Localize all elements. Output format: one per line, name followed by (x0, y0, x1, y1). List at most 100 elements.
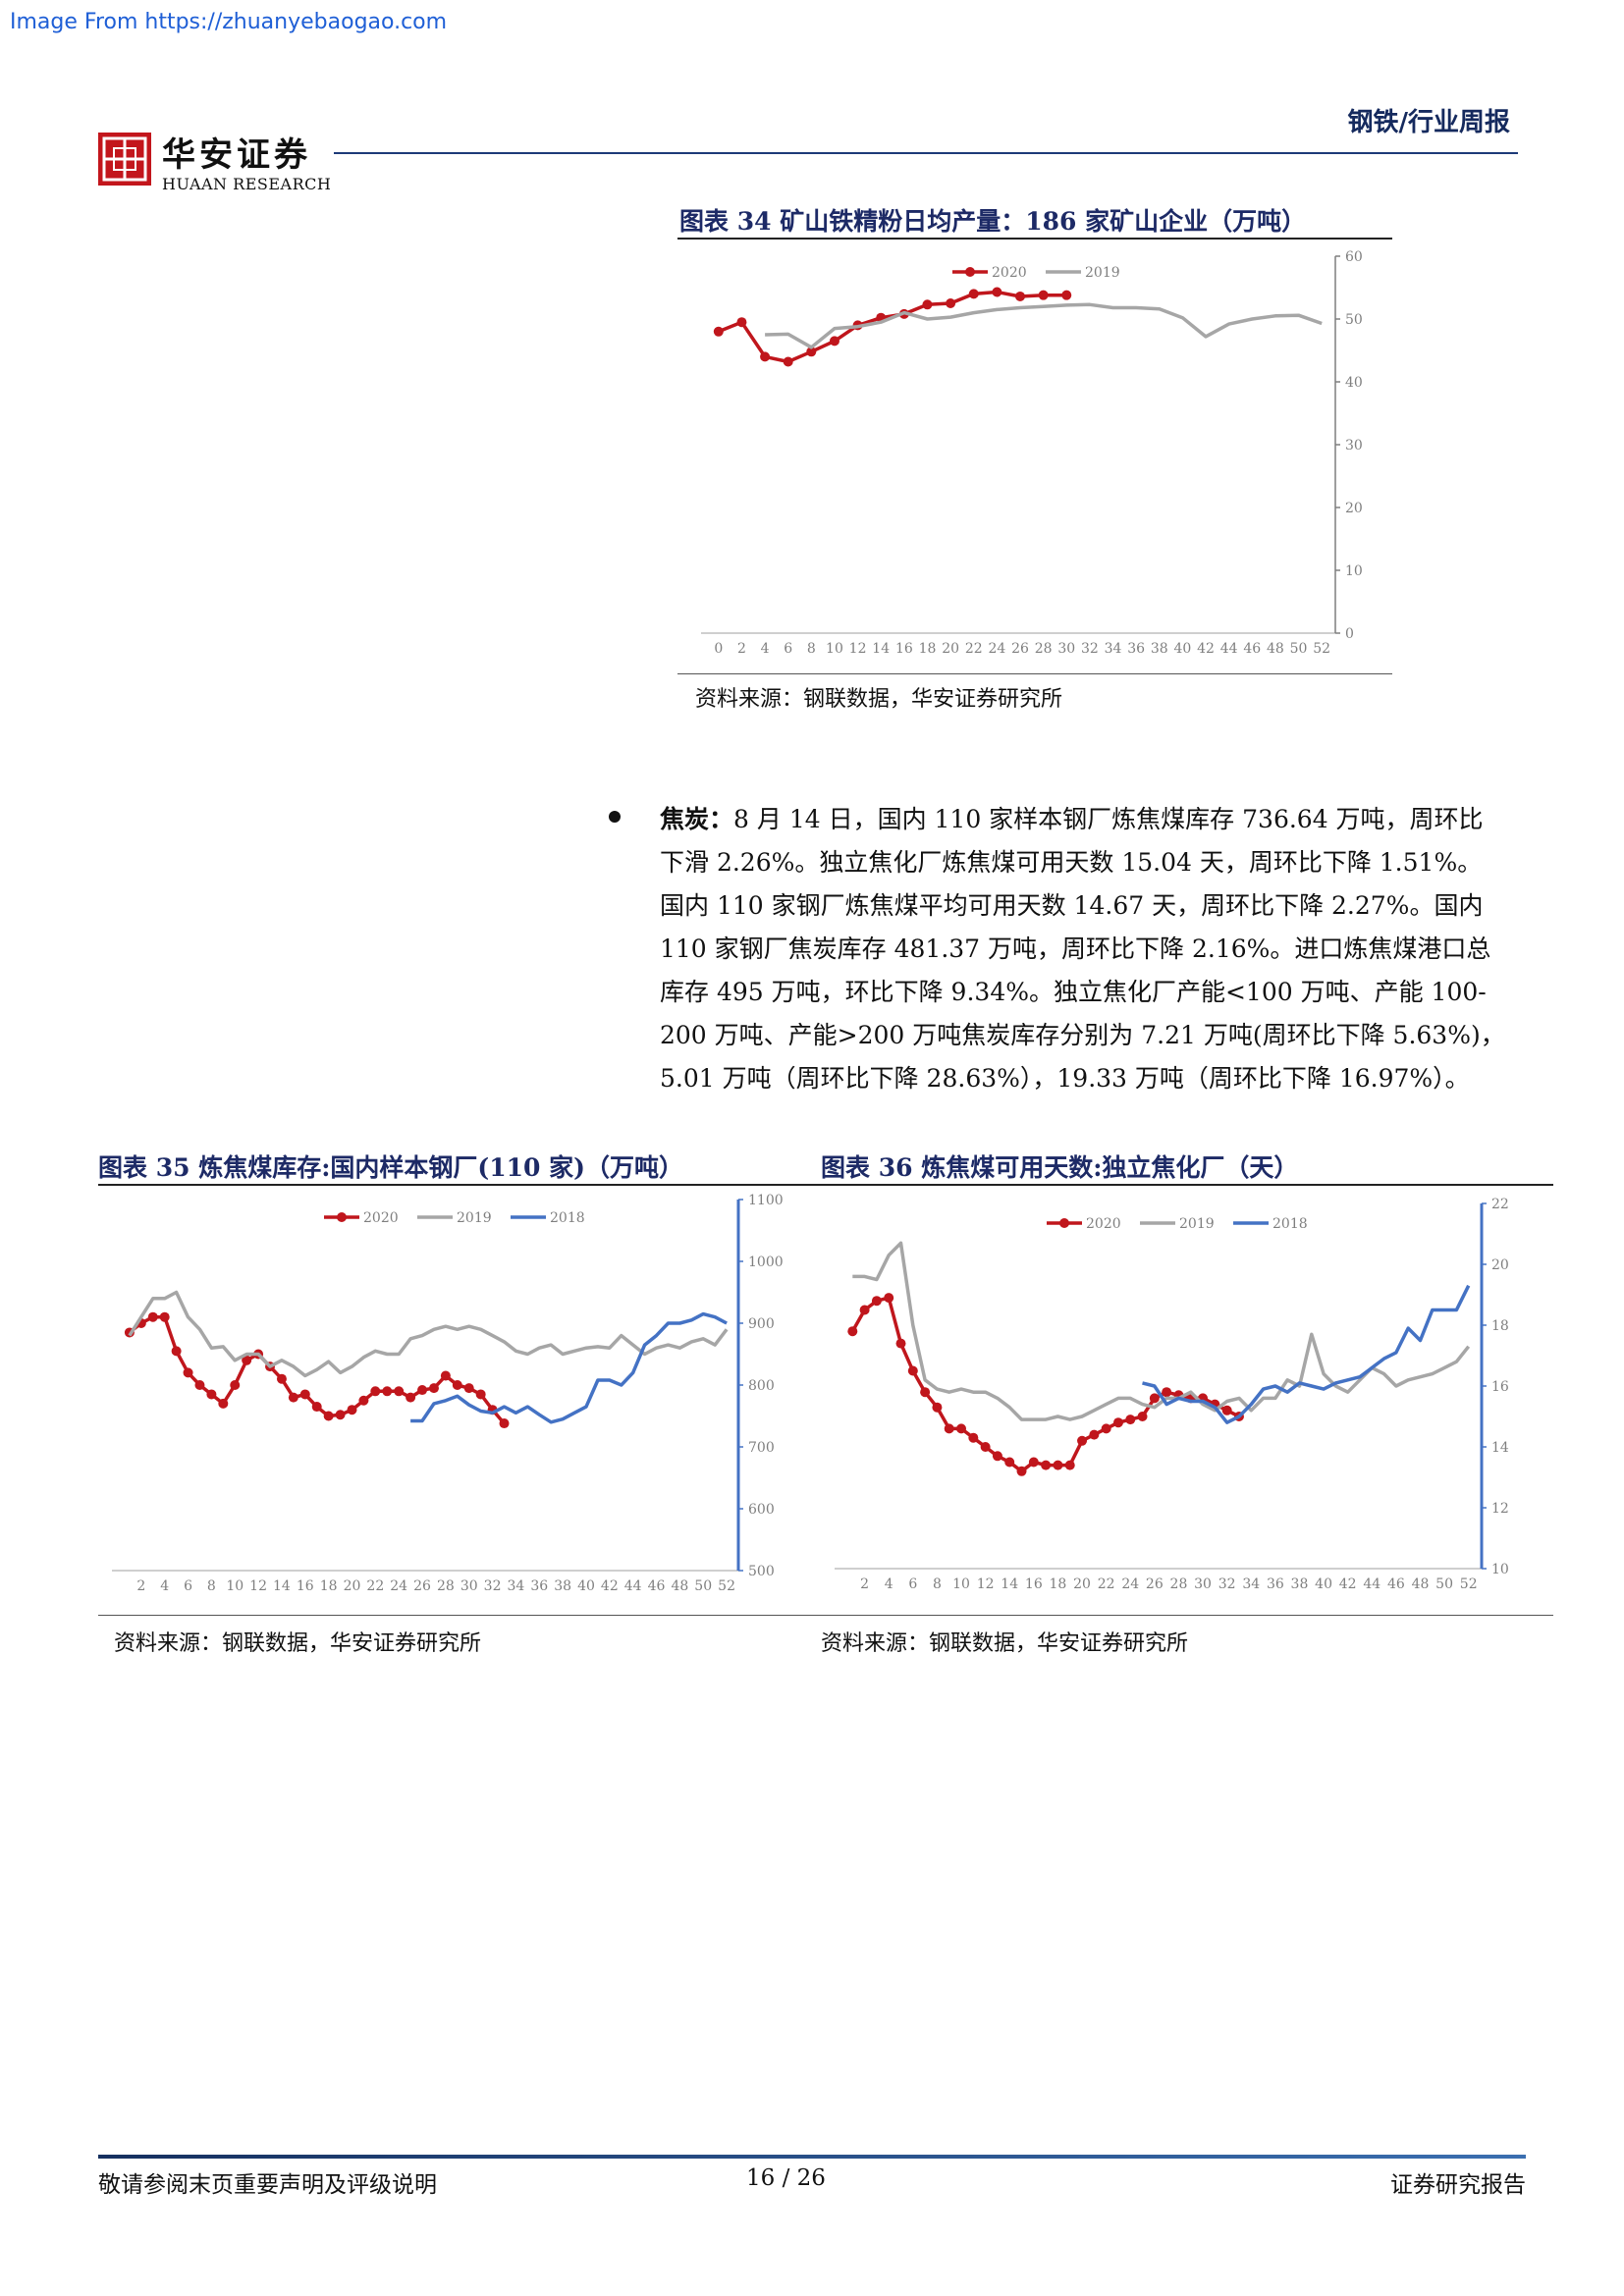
fig34-series-2020-point (806, 347, 817, 357)
fig36-series-2020-point (907, 1365, 918, 1376)
fig34-legend-label: 2019 (1085, 265, 1120, 281)
fig34-x-tick-label: 24 (988, 641, 1005, 657)
fig35-series-2020-point (323, 1411, 334, 1421)
fig35-series-2020-point (147, 1311, 158, 1322)
fig35-x-tick-label: 26 (413, 1578, 431, 1594)
fig34-x-tick-label: 46 (1243, 641, 1261, 657)
fig36-legend-label: 2019 (1179, 1216, 1215, 1232)
fig35-x-tick-label: 8 (207, 1578, 216, 1594)
figure34-title: 图表 34 矿山铁精粉日均产量：186 家矿山企业（万吨） (679, 207, 1307, 236)
coke-line-3: 国内 110 家钢厂炼焦煤平均可用天数 14.67 天，周环比下降 2.27%。… (660, 891, 1484, 920)
fig35-x-tick-label: 34 (508, 1578, 525, 1594)
figures-bottom-rule (98, 1615, 1553, 1616)
fig34-y-tick-label: 50 (1345, 312, 1363, 328)
fig34-x-tick-label: 2 (737, 641, 746, 657)
fig35-x-tick-label: 22 (366, 1578, 384, 1594)
coke-label: 焦炭： (660, 805, 734, 833)
fig35-series-2020-point (218, 1398, 229, 1409)
fig35-series-2020-point (370, 1386, 381, 1397)
fig35-x-tick-label: 42 (601, 1578, 619, 1594)
fig35-x-tick-label: 18 (320, 1578, 338, 1594)
fig35-x-tick-label: 52 (718, 1578, 735, 1594)
fig36-x-tick-label: 2 (860, 1576, 869, 1592)
fig35-series-2020-point (382, 1386, 393, 1397)
footer-report-type: 证券研究报告 (1390, 2172, 1526, 2198)
fig34-x-tick-label: 8 (807, 641, 816, 657)
fig35-series-2020-point (299, 1389, 310, 1400)
fig35-x-tick-label: 10 (226, 1578, 244, 1594)
bullet-dot (609, 811, 621, 823)
fig36-series-2020-point (859, 1305, 870, 1315)
fig34-x-tick-label: 42 (1197, 641, 1215, 657)
fig35-x-tick-label: 16 (297, 1578, 314, 1594)
fig36-series-2020-point (1162, 1387, 1172, 1398)
figures-top-rule (98, 1184, 1553, 1186)
fig36-x-tick-label: 48 (1412, 1576, 1430, 1592)
fig36-x-tick-label: 6 (908, 1576, 917, 1592)
fig34-y-tick-label: 0 (1345, 626, 1354, 642)
watermark-text[interactable]: Image From https://zhuanyebaogao.com (10, 10, 448, 34)
fig34-series-2020-point (783, 356, 793, 367)
fig36-y-tick-label: 22 (1491, 1197, 1509, 1212)
fig36-legend-marker (1059, 1218, 1069, 1228)
coke-line-7: 5.01 万吨（周环比下降 28.63%），19.33 万吨（周环比下降 16.… (660, 1064, 1470, 1093)
fig36-x-tick-label: 28 (1170, 1576, 1188, 1592)
fig36-x-tick-label: 22 (1098, 1576, 1115, 1592)
fig34-x-tick-label: 48 (1267, 641, 1284, 657)
fig36-series-2020-point (1016, 1466, 1027, 1476)
fig36-y-tick-label: 10 (1491, 1562, 1509, 1577)
fig35-series-2020-point (452, 1380, 462, 1390)
fig35-x-tick-label: 6 (184, 1578, 192, 1594)
coke-paragraph: 焦炭：8 月 14 日，国内 110 家样本钢厂炼焦煤库存 736.64 万吨，… (660, 798, 1524, 1100)
fig35-series-2020-point (428, 1383, 439, 1394)
fig36-series-2020-point (1089, 1429, 1100, 1440)
fig34-y-tick-label: 20 (1345, 501, 1363, 516)
fig36-series-2020-point (1101, 1423, 1111, 1434)
fig34-x-tick-label: 34 (1105, 641, 1122, 657)
fig35-y-tick-label: 1100 (748, 1193, 784, 1208)
fig36-series-2020-point (932, 1402, 943, 1413)
fig35-x-tick-label: 38 (554, 1578, 571, 1594)
fig36-x-tick-label: 30 (1194, 1576, 1212, 1592)
fig35-legend-label: 2020 (363, 1210, 399, 1226)
fig35-legend-label: 2019 (457, 1210, 492, 1226)
fig36-series-2020-point (895, 1338, 906, 1349)
fig35-series-2020-point (440, 1370, 451, 1381)
fig36-x-tick-label: 50 (1435, 1576, 1453, 1592)
fig36-series-2020-point (1137, 1412, 1148, 1421)
fig35-series-2020-point (242, 1355, 252, 1365)
fig35-series-2020-point (499, 1418, 510, 1429)
fig36-x-tick-label: 52 (1460, 1576, 1478, 1592)
fig35-x-tick-label: 44 (624, 1578, 642, 1594)
fig36-y-tick-label: 12 (1491, 1501, 1509, 1517)
fig36-series-2020-point (1125, 1415, 1136, 1425)
fig34-x-tick-label: 14 (872, 641, 890, 657)
fig34-series-2020-point (736, 317, 747, 328)
fig35-x-tick-label: 36 (530, 1578, 548, 1594)
coke-line-2: 下滑 2.26%。独立焦化厂炼焦煤可用天数 15.04 天，周环比下降 1.51… (660, 848, 1483, 877)
fig36-series-2020-line (850, 1296, 1240, 1473)
fig36-x-tick-label: 42 (1339, 1576, 1357, 1592)
coke-line-4: 110 家钢厂焦炭库存 481.37 万吨，周环比下降 2.16%。进口炼焦煤港… (660, 934, 1491, 963)
fig34-x-tick-label: 40 (1173, 641, 1191, 657)
fig36-x-tick-label: 26 (1146, 1576, 1164, 1592)
fig35-series-2020-point (171, 1346, 182, 1357)
figure36-source: 资料来源：钢联数据，华安证券研究所 (821, 1631, 1189, 1656)
fig34-x-tick-label: 38 (1151, 641, 1168, 657)
fig36-x-tick-label: 18 (1050, 1576, 1067, 1592)
fig34-series-2020-point (992, 287, 1002, 297)
fig36-x-tick-label: 16 (1025, 1576, 1043, 1592)
fig36-series-2020-point (871, 1296, 882, 1307)
fig34-x-tick-label: 4 (761, 641, 770, 657)
fig36-x-tick-label: 14 (1001, 1576, 1018, 1592)
fig35-x-tick-label: 28 (437, 1578, 455, 1594)
coke-line-6: 200 万吨、产能>200 万吨焦炭库存分别为 7.21 万吨(周环比下降 5.… (660, 1021, 1505, 1049)
fig36-x-tick-label: 8 (933, 1576, 942, 1592)
fig35-x-tick-label: 24 (390, 1578, 407, 1594)
fig34-series-2019-line (765, 302, 1323, 349)
fig34-series-2020-point (829, 336, 839, 347)
fig36-series-2020-point (992, 1451, 1002, 1462)
